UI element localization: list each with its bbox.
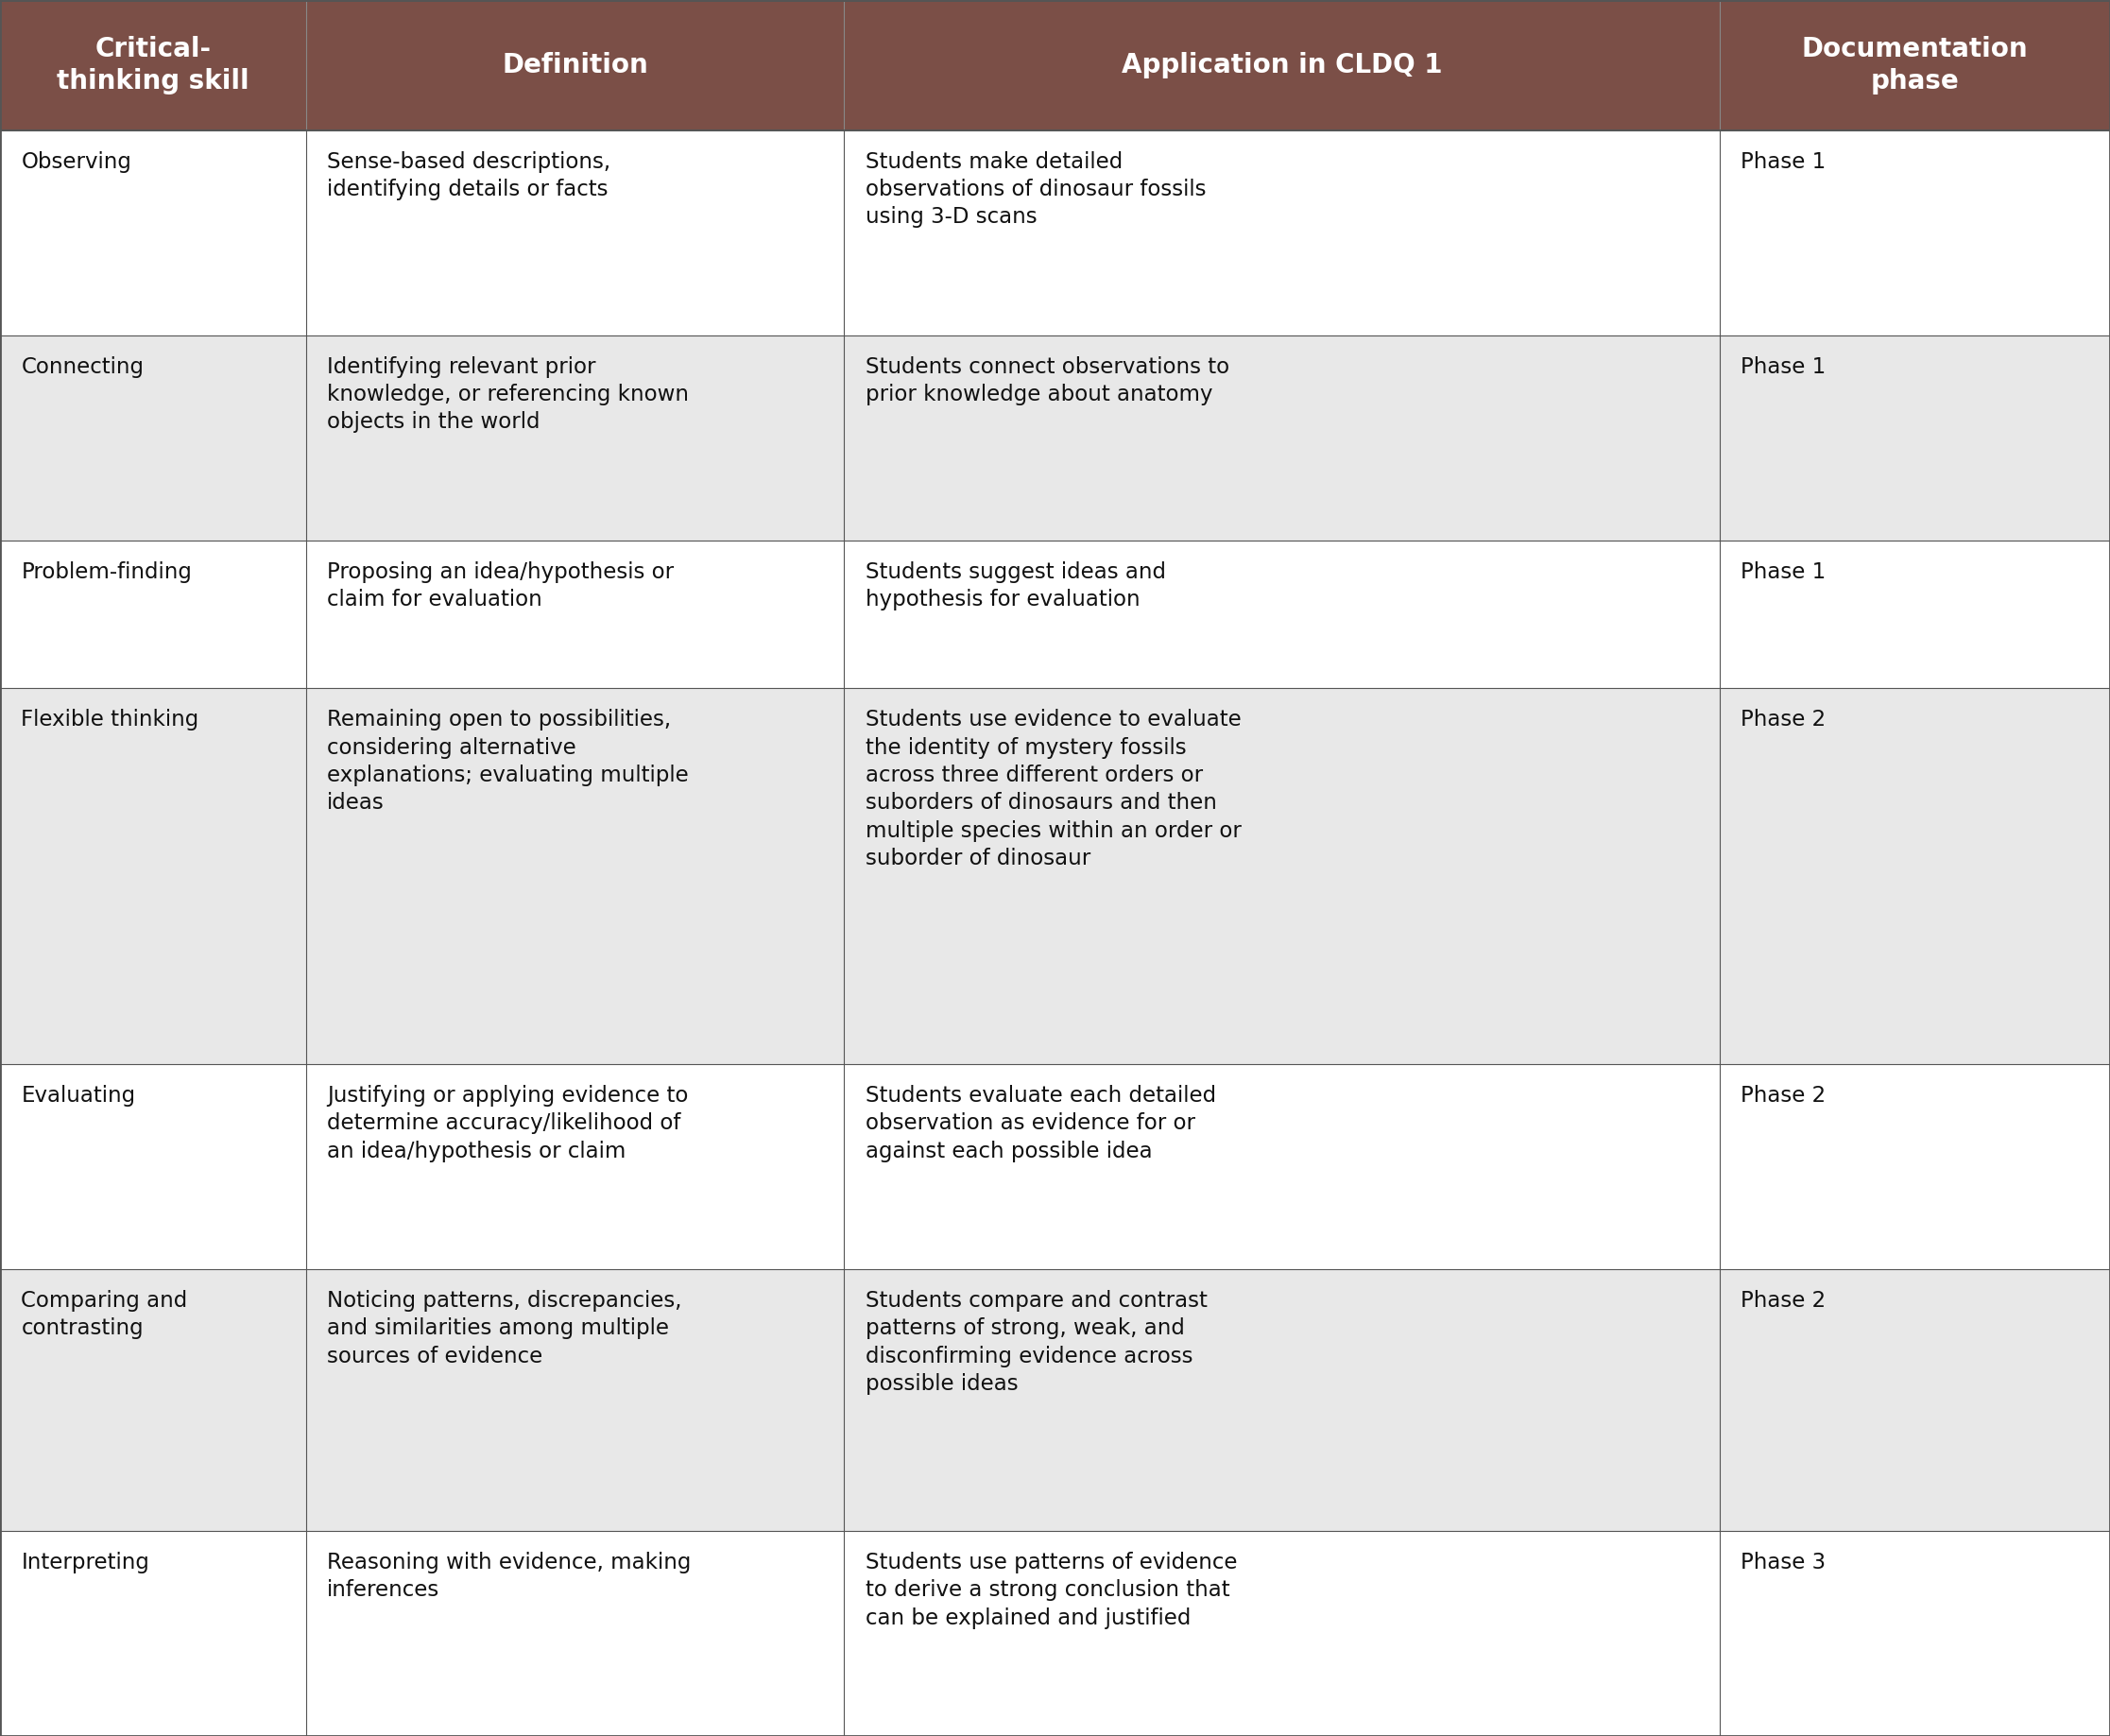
Text: Problem-finding: Problem-finding	[21, 561, 192, 583]
Bar	[0, 130, 2110, 335]
Text: Phase 1: Phase 1	[1741, 561, 1825, 583]
Text: Students use evidence to evaluate
the identity of mystery fossils
across three d: Students use evidence to evaluate the id…	[865, 708, 1241, 870]
Text: Connecting: Connecting	[21, 356, 143, 378]
Text: Application in CLDQ 1: Application in CLDQ 1	[1120, 52, 1443, 78]
Text: Documentation
phase: Documentation phase	[1802, 36, 2028, 94]
Text: Students suggest ideas and
hypothesis for evaluation: Students suggest ideas and hypothesis fo…	[865, 561, 1165, 611]
Text: Flexible thinking: Flexible thinking	[21, 708, 198, 731]
Text: Phase 3: Phase 3	[1741, 1552, 1825, 1573]
Text: Proposing an idea/hypothesis or
claim for evaluation: Proposing an idea/hypothesis or claim fo…	[327, 561, 673, 611]
Text: Students compare and contrast
patterns of strong, weak, and
disconfirming eviden: Students compare and contrast patterns o…	[865, 1290, 1207, 1394]
Bar	[0, 687, 2110, 1064]
Bar	[1720, 0, 2110, 130]
Bar	[0, 1531, 2110, 1736]
Text: Phase 2: Phase 2	[1741, 708, 1825, 731]
Text: Students connect observations to
prior knowledge about anatomy: Students connect observations to prior k…	[865, 356, 1228, 406]
Text: Phase 2: Phase 2	[1741, 1085, 1825, 1106]
Text: Students use patterns of evidence
to derive a strong conclusion that
can be expl: Students use patterns of evidence to der…	[865, 1552, 1236, 1628]
Text: Noticing patterns, discrepancies,
and similarities among multiple
sources of evi: Noticing patterns, discrepancies, and si…	[327, 1290, 682, 1366]
Text: Phase 2: Phase 2	[1741, 1290, 1825, 1312]
Text: Evaluating: Evaluating	[21, 1085, 135, 1106]
Text: Phase 1: Phase 1	[1741, 356, 1825, 378]
Text: Observing: Observing	[21, 151, 131, 174]
Text: Phase 1: Phase 1	[1741, 151, 1825, 174]
Bar	[306, 0, 844, 130]
Text: Justifying or applying evidence to
determine accuracy/likelihood of
an idea/hypo: Justifying or applying evidence to deter…	[327, 1085, 688, 1161]
Text: Students make detailed
observations of dinosaur fossils
using 3-D scans: Students make detailed observations of d…	[865, 151, 1205, 227]
Text: Definition: Definition	[502, 52, 648, 78]
Text: Remaining open to possibilities,
considering alternative
explanations; evaluatin: Remaining open to possibilities, conside…	[327, 708, 688, 814]
Text: Sense-based descriptions,
identifying details or facts: Sense-based descriptions, identifying de…	[327, 151, 610, 200]
Text: Reasoning with evidence, making
inferences: Reasoning with evidence, making inferenc…	[327, 1552, 692, 1601]
Bar	[0, 540, 2110, 687]
Text: Students evaluate each detailed
observation as evidence for or
against each poss: Students evaluate each detailed observat…	[865, 1085, 1215, 1161]
Text: Comparing and
contrasting: Comparing and contrasting	[21, 1290, 188, 1338]
Bar	[844, 0, 1720, 130]
Bar	[0, 335, 2110, 540]
Text: Interpreting: Interpreting	[21, 1552, 150, 1573]
Text: Critical-
thinking skill: Critical- thinking skill	[57, 36, 249, 94]
Bar	[0, 0, 306, 130]
Bar	[0, 1064, 2110, 1269]
Bar	[0, 1269, 2110, 1531]
Text: Identifying relevant prior
knowledge, or referencing known
objects in the world: Identifying relevant prior knowledge, or…	[327, 356, 690, 434]
